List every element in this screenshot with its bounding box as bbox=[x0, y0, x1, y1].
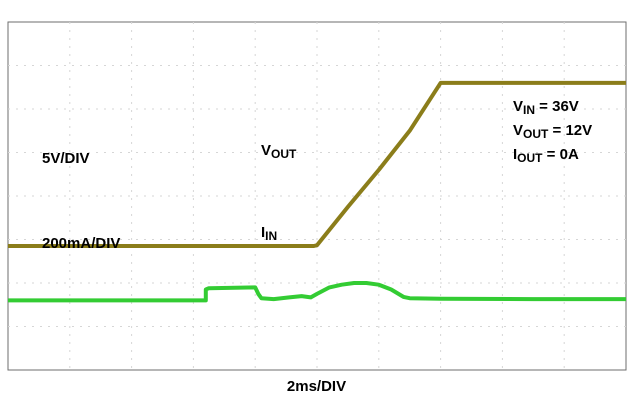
x-axis-label: 2ms/DIV bbox=[286, 378, 347, 395]
iin-trace-label: IIN bbox=[261, 224, 278, 243]
vout-scale-label: 5V/DIV bbox=[42, 150, 90, 167]
plot-frame bbox=[7, 21, 627, 371]
condition-vin: VIN = 36V bbox=[513, 98, 579, 117]
vout-trace-label: VOUT bbox=[261, 142, 297, 161]
graticule bbox=[8, 22, 626, 370]
iin-scale-label: 200mA/DIV bbox=[42, 235, 121, 252]
condition-vout: VOUT = 12V bbox=[513, 122, 593, 141]
vout-trace bbox=[8, 80, 626, 248]
condition-iout: IOUT = 0A bbox=[513, 146, 579, 165]
iin-trace bbox=[8, 281, 626, 303]
traces bbox=[8, 80, 626, 303]
